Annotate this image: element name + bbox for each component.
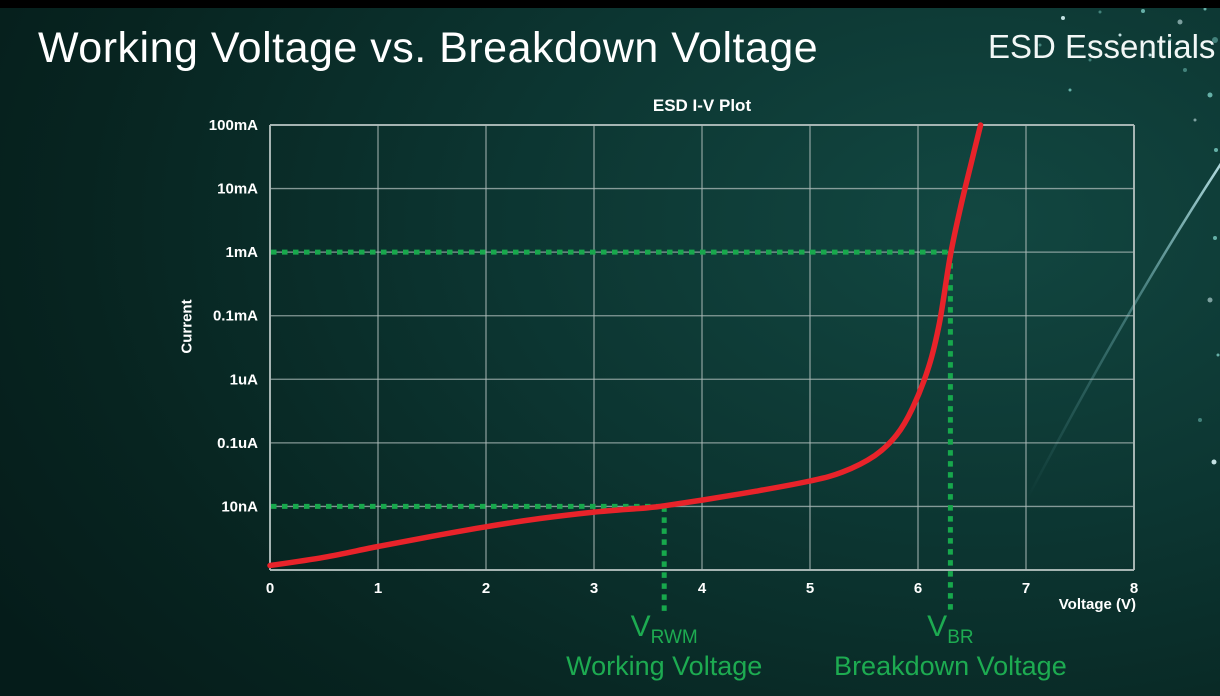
y-tick-label: 10nA	[221, 498, 258, 515]
brand-text: ESD Essentials	[988, 28, 1216, 65]
decor-star-dot	[1212, 37, 1218, 43]
working-voltage-annotation: VRWM Working Voltage	[566, 610, 762, 682]
y-tick-label: 1uA	[230, 371, 259, 388]
y-tick-label: 0.1mA	[213, 308, 258, 325]
top-black-bar	[0, 0, 1220, 8]
decor-star-dot	[1198, 418, 1202, 422]
y-tick-label: 0.1uA	[217, 435, 258, 452]
decor-arc	[1022, 162, 1220, 506]
vrwm-symbol: VRWM	[630, 610, 698, 648]
x-tick-label: 8	[1130, 580, 1138, 597]
decor-star-dot	[1038, 43, 1042, 47]
decor-star-dot	[1211, 459, 1217, 465]
x-tick-label: 4	[698, 580, 707, 597]
iv-curve	[267, 122, 984, 569]
x-tick-label: 6	[914, 580, 922, 597]
decor-star-dot	[1148, 53, 1152, 57]
breakdown-voltage-annotation: VBR Breakdown Voltage	[834, 610, 1067, 682]
decor-star-dot	[1214, 148, 1218, 152]
decor-star-dot	[1088, 58, 1092, 62]
decor-star-dot	[1118, 33, 1122, 37]
decor-star-dot	[1061, 16, 1065, 20]
x-tick-label: 2	[482, 580, 490, 597]
breakdown-voltage-caption: Breakdown Voltage	[834, 651, 1067, 681]
x-axis-label: Voltage (V)	[1058, 596, 1136, 613]
decor-star-dot	[1068, 88, 1072, 92]
chart-title: ESD I-V Plot	[652, 96, 752, 115]
decor-star-dot	[1216, 353, 1220, 357]
decor-star-dot	[1213, 236, 1217, 240]
working-voltage-caption: Working Voltage	[566, 651, 763, 681]
decor-star-dot	[1207, 92, 1213, 98]
x-tick-label: 3	[590, 580, 598, 597]
decor-star-dot	[1168, 38, 1172, 42]
decor-star-dot	[1183, 68, 1187, 72]
decor-star-dot	[1193, 118, 1197, 122]
x-tick-label: 1	[374, 580, 382, 597]
decor-star-dot	[1098, 10, 1102, 14]
decor-star-dot	[1177, 19, 1183, 25]
y-tick-label: 1mA	[225, 244, 258, 261]
decor-star-dot	[1203, 7, 1207, 11]
x-tick-label: 7	[1022, 580, 1030, 597]
vbr-symbol: VBR	[927, 610, 974, 648]
x-tick-label: 5	[806, 580, 814, 597]
decor-star-dot	[1207, 297, 1213, 303]
decor-star-dot	[1141, 9, 1145, 13]
y-tick-label: 10mA	[217, 181, 258, 198]
x-tick-label: 0	[266, 580, 274, 597]
y-tick-label: 100mA	[209, 117, 258, 134]
page-title: Working Voltage vs. Breakdown Voltage	[38, 24, 819, 72]
